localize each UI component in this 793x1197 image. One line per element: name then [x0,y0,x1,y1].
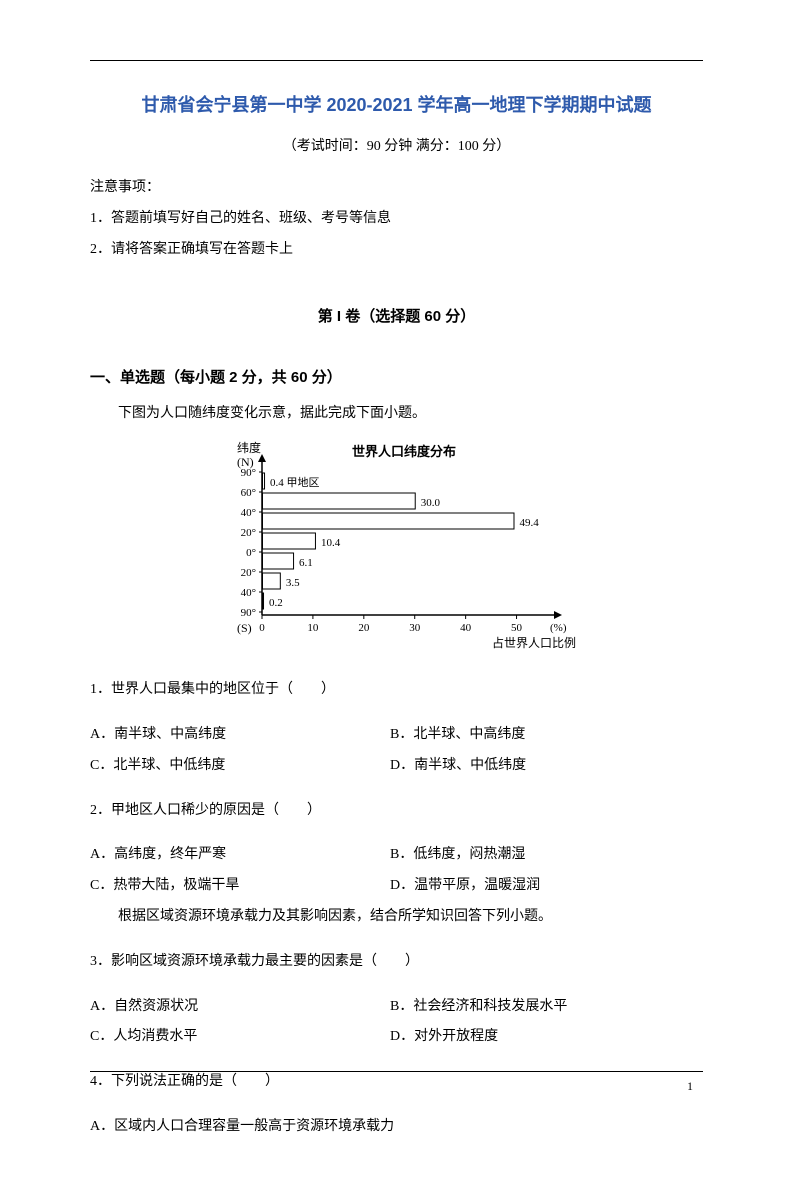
svg-text:30: 30 [409,622,421,634]
svg-text:20°: 20° [240,527,255,539]
question-1: 1．世界人口最集中的地区位于（ ） [90,675,703,706]
exam-title: 甘肃省会宁县第一中学 2020-2021 学年高一地理下学期期中试题 [90,91,703,117]
q3-option-c: C．人均消费水平 [90,1022,390,1053]
notice-header: 注意事项： [90,173,703,204]
svg-text:10.4: 10.4 [320,537,340,549]
svg-text:世界人口纬度分布: 世界人口纬度分布 [352,444,456,459]
svg-text:50: 50 [511,622,522,634]
svg-text:0.2: 0.2 [269,597,283,609]
svg-text:0.4 甲地区: 0.4 甲地区 [270,476,320,489]
section1-header: 一、单选题（每小题 2 分，共 60 分） [90,366,703,387]
q2-options-row1: A．高纬度，终年严寒 B．低纬度，闷热潮湿 [90,840,703,871]
svg-text:49.4: 49.4 [519,517,539,529]
svg-text:(S): (S) [237,621,252,635]
q1-options-row1: A．南半球、中高纬度 B．北半球、中高纬度 [90,720,703,751]
page-number: 1 [687,1079,693,1094]
svg-text:0°: 0° [246,547,256,559]
top-divider [90,60,703,61]
svg-text:20: 20 [358,622,370,634]
q3-options-row1: A．自然资源状况 B．社会经济和科技发展水平 [90,992,703,1023]
svg-text:60°: 60° [240,487,255,499]
question-intro-2: 根据区域资源环境承载力及其影响因素，结合所学知识回答下列小题。 [90,902,703,933]
q2-option-a: A．高纬度，终年严寒 [90,840,390,871]
question-3: 3．影响区域资源环境承载力最主要的因素是（ ） [90,947,703,978]
svg-text:3.5: 3.5 [285,577,299,589]
chart-svg: 纬度(N)世界人口纬度分布01020304050(%)占世界人口比例90°60°… [207,440,587,650]
question-intro-1: 下图为人口随纬度变化示意，据此完成下面小题。 [90,399,703,430]
exam-page: 甘肃省会宁县第一中学 2020-2021 学年高一地理下学期期中试题 （考试时间… [0,0,793,1197]
svg-text:0: 0 [259,622,265,634]
population-latitude-chart: 纬度(N)世界人口纬度分布01020304050(%)占世界人口比例90°60°… [207,440,587,655]
question-2: 2．甲地区人口稀少的原因是（ ） [90,796,703,827]
part1-header: 第 I 卷（选择题 60 分） [90,305,703,326]
q2-options-row2: C．热带大陆，极端干旱 D．温带平原，温暖湿润 [90,871,703,902]
q3-option-b: B．社会经济和科技发展水平 [390,992,703,1023]
q1-option-c: C．北半球、中低纬度 [90,751,390,782]
q1-option-b: B．北半球、中高纬度 [390,720,703,751]
svg-text:40: 40 [460,622,472,634]
q2-option-c: C．热带大陆，极端干旱 [90,871,390,902]
q1-option-d: D．南半球、中低纬度 [390,751,703,782]
svg-text:90°: 90° [240,467,255,479]
q1-options-row2: C．北半球、中低纬度 D．南半球、中低纬度 [90,751,703,782]
svg-text:20°: 20° [240,567,255,579]
q3-option-a: A．自然资源状况 [90,992,390,1023]
svg-text:40°: 40° [240,587,255,599]
notice-1: 1．答题前填写好自己的姓名、班级、考号等信息 [90,204,703,235]
exam-info: （考试时间：90 分钟 满分：100 分） [90,135,703,155]
svg-text:90°: 90° [240,607,255,619]
footer-divider [90,1071,703,1072]
svg-text:(%): (%) [550,622,567,634]
svg-text:纬度: 纬度 [237,440,261,455]
q3-option-d: D．对外开放程度 [390,1022,703,1053]
notice-2: 2．请将答案正确填写在答题卡上 [90,235,703,266]
q2-option-d: D．温带平原，温暖湿润 [390,871,703,902]
svg-text:6.1: 6.1 [299,557,313,569]
q3-options-row2: C．人均消费水平 D．对外开放程度 [90,1022,703,1053]
q2-option-b: B．低纬度，闷热潮湿 [390,840,703,871]
svg-text:占世界人口比例: 占世界人口比例 [492,635,576,650]
q1-option-a: A．南半球、中高纬度 [90,720,390,751]
svg-text:30.0: 30.0 [420,497,440,509]
q4-option-a: A．区域内人口合理容量一般高于资源环境承载力 [90,1112,703,1143]
svg-text:10: 10 [307,622,319,634]
svg-text:40°: 40° [240,507,255,519]
